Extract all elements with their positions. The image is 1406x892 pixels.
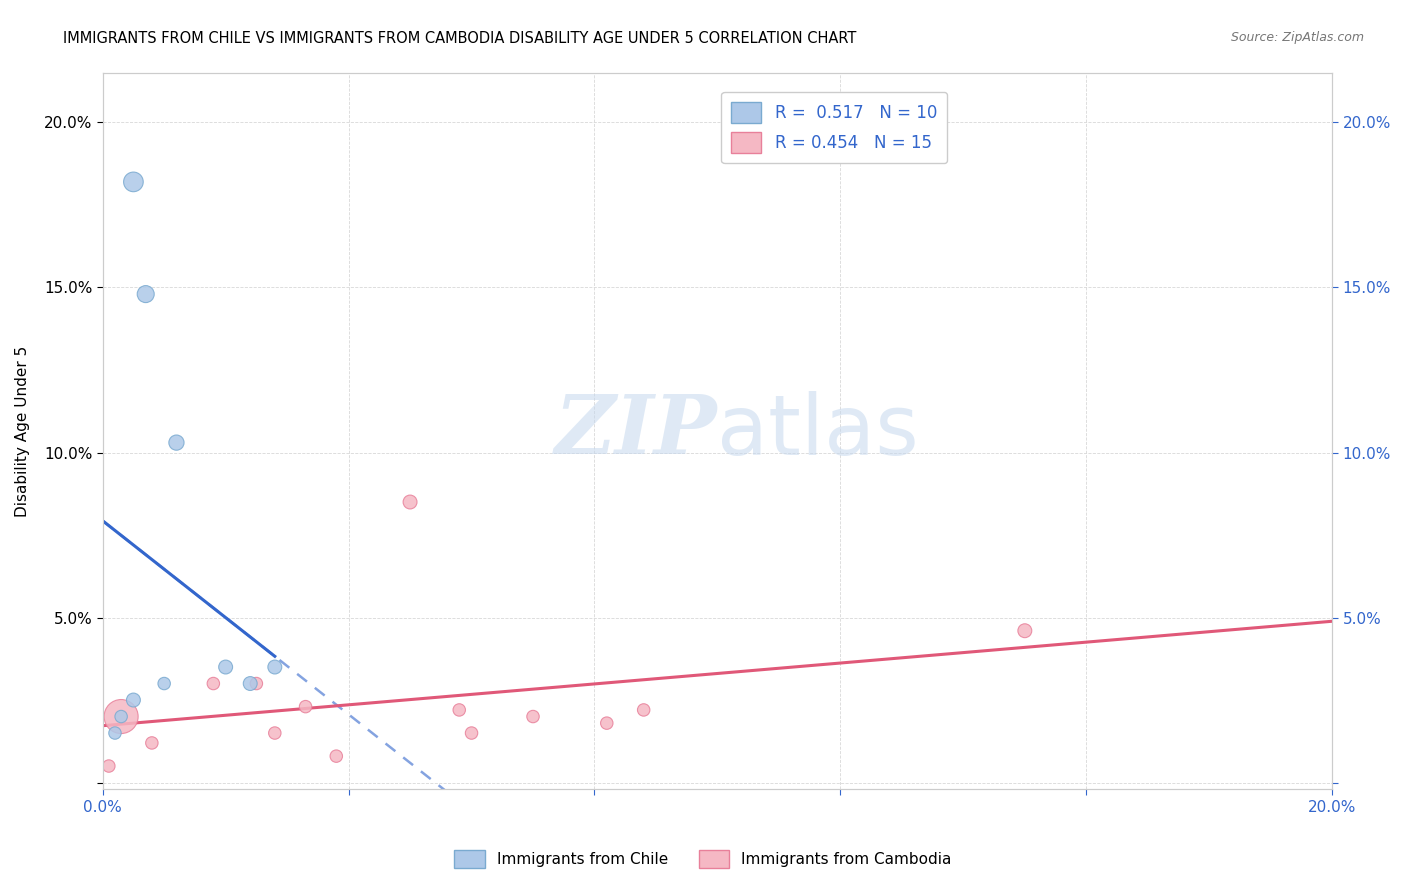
Point: [294, 699, 316, 714]
Point: [596, 716, 619, 731]
Point: [165, 435, 187, 450]
Point: [141, 736, 163, 750]
Point: [325, 749, 347, 764]
Text: Source: ZipAtlas.com: Source: ZipAtlas.com: [1230, 31, 1364, 45]
Point: [239, 676, 262, 690]
Point: [122, 175, 145, 189]
Text: ZIP: ZIP: [555, 391, 717, 471]
Legend: R =  0.517   N = 10, R = 0.454   N = 15: R = 0.517 N = 10, R = 0.454 N = 15: [721, 92, 948, 163]
Legend: Immigrants from Chile, Immigrants from Cambodia: Immigrants from Chile, Immigrants from C…: [449, 844, 957, 873]
Point: [263, 660, 285, 674]
Point: [460, 726, 482, 740]
Point: [245, 676, 267, 690]
Point: [633, 703, 655, 717]
Point: [97, 759, 120, 773]
Point: [110, 709, 132, 723]
Text: atlas: atlas: [717, 391, 920, 472]
Point: [263, 726, 285, 740]
Point: [449, 703, 471, 717]
Y-axis label: Disability Age Under 5: Disability Age Under 5: [15, 345, 30, 516]
Point: [122, 693, 145, 707]
Point: [1014, 624, 1036, 638]
Point: [153, 676, 176, 690]
Point: [104, 726, 127, 740]
Point: [399, 495, 422, 509]
Point: [214, 660, 236, 674]
Point: [522, 709, 544, 723]
Text: IMMIGRANTS FROM CHILE VS IMMIGRANTS FROM CAMBODIA DISABILITY AGE UNDER 5 CORRELA: IMMIGRANTS FROM CHILE VS IMMIGRANTS FROM…: [63, 31, 856, 46]
Point: [202, 676, 225, 690]
Point: [110, 709, 132, 723]
Point: [135, 287, 157, 301]
